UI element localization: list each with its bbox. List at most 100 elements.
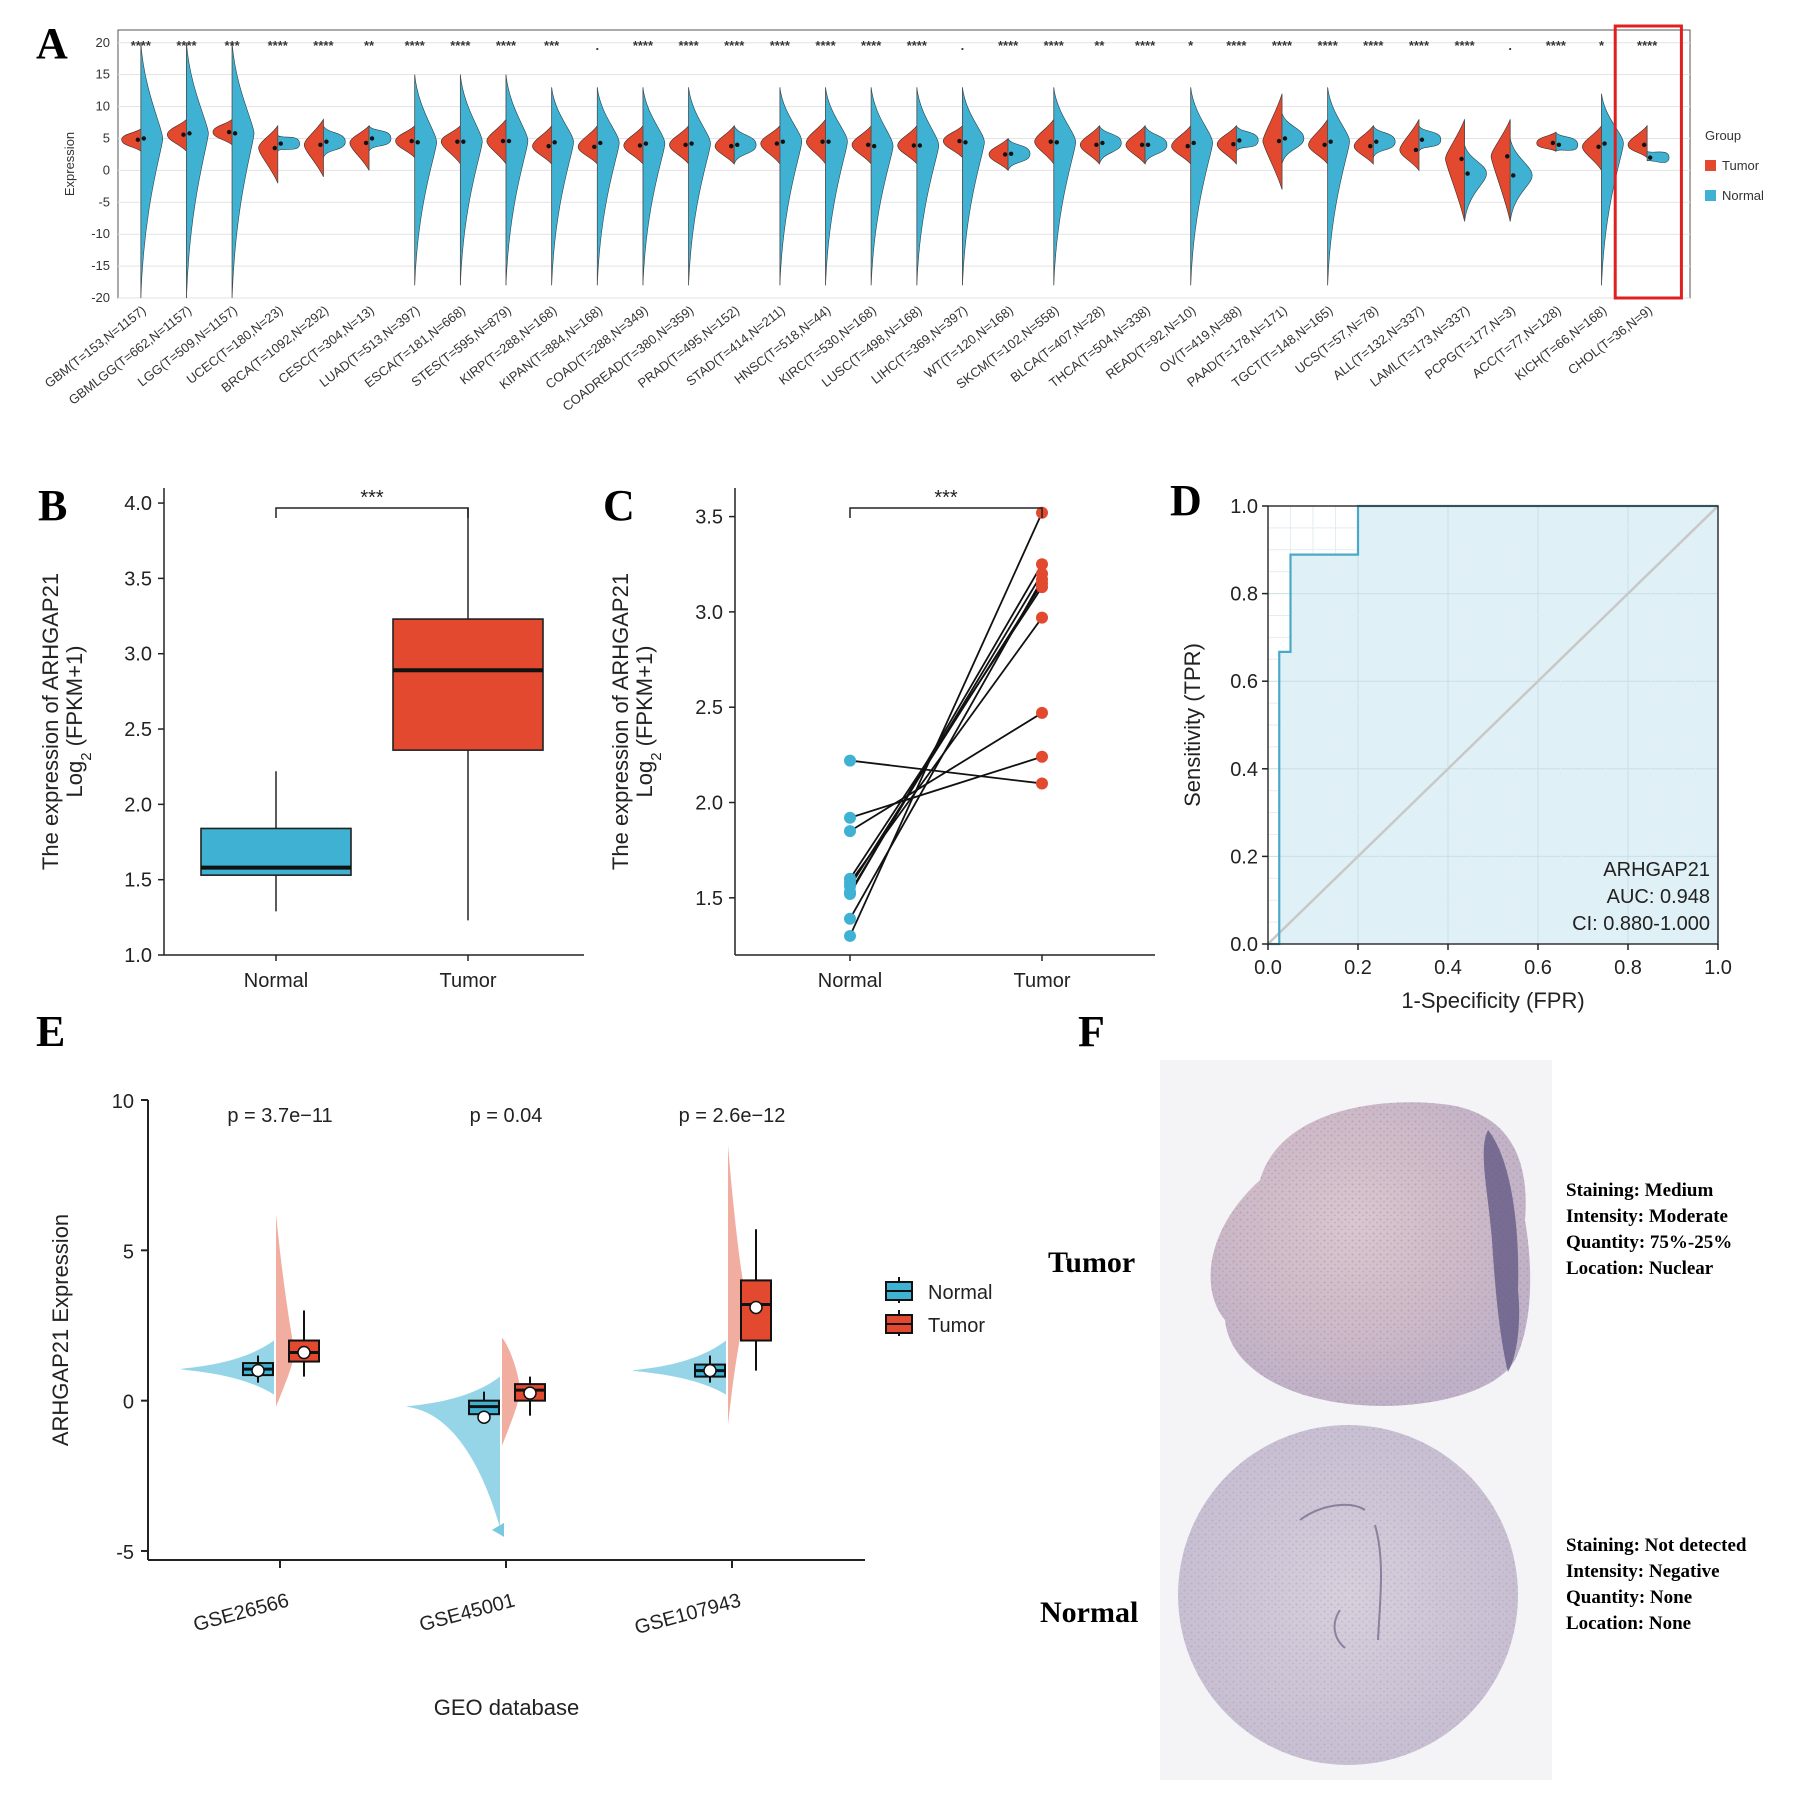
panel-a-normal-median [187,131,192,136]
panel-a-normal-median [780,139,786,144]
panel-a-normal-median [506,138,512,144]
panel-a-tumor-violin [121,128,142,152]
panel-a-normal-median [1237,138,1242,143]
panel-a-normal-violin [1327,87,1350,286]
panel-a-normal-median [1328,139,1333,144]
panel-b-ytick-label: 3.0 [124,644,152,666]
panel-a-significance: **** [678,38,699,53]
panel-c-normal-point [844,888,856,901]
panel-a-category-label: CHOL(T=36,N=9) [1565,303,1655,378]
panel-a-tumor-median [1185,143,1190,149]
panel-e-normal-mean [703,1363,717,1378]
panel-b-ytick-label: 1.5 [124,870,152,892]
panel-a-normal-violin [551,87,574,286]
panel-a-tumor-violin [532,124,552,165]
panel-a-normal-median [232,131,238,136]
tumor-info-location: Location: Nuclear [1566,1258,1714,1279]
panel-a-tumor-violin [806,118,826,166]
panel-a-significance: **** [1044,38,1065,53]
panel-a-significance: **** [1637,38,1658,53]
panel-d-annotation: CI: 0.880-1.000 [1572,913,1710,935]
panel-a-tumor-violin [623,124,644,165]
panel-d-ytick-label: 0.2 [1230,846,1258,868]
panel-b-box [392,618,544,751]
panel-a-tumor-violin [1308,118,1328,165]
panel-a-significance: **** [131,38,152,53]
panel-a-normal-median [735,142,740,148]
panel-c-ytick-label: 2.0 [695,793,723,815]
tumor-tissue-image [1210,1102,1531,1406]
panel-a-normal-violin [368,125,392,152]
panel-a-tumor-median [774,141,780,146]
panel-a-tumor-median [546,143,551,149]
panel-a-tumor-violin [166,118,187,153]
panel-a-normal-median [643,141,649,146]
panel-c-tumor-point [1036,581,1048,594]
panel-a-significance: **** [907,38,928,53]
panel-e-ytick-label: 5 [123,1241,134,1263]
roc-chart: 0.0 0.2 0.4 0.6 0.8 1.0 0.0 0.2 0.4 0.6 0.8 1.0 1-Sp… [1180,496,1732,1013]
normal-info-quantity: Quantity: None [1566,1587,1692,1608]
panel-a-tumor-violin [440,124,461,166]
panel-a-normal-median [689,141,694,146]
panel-letter-d: D [1170,476,1202,525]
pan-cancer-violin-chart: 20151050-5-10-15-20Expression****GBM(T=1… [42,24,1764,414]
panel-a-tumor-median [820,139,825,144]
panel-d-xlabel: 1-Specificity (FPR) [1401,988,1584,1013]
panel-a-normal-violin [1601,93,1624,286]
panel-a-tumor-median [683,142,688,148]
panel-a-tumor-violin [1399,119,1420,172]
panel-a-significance: **** [1135,38,1156,53]
panel-b-category-label: Tumor [439,970,496,992]
panel-b-ylabel-sub: 2 [78,752,95,760]
panel-c-ylabel-rest: (FPKM+1) [632,645,657,752]
panel-a-normal-median [826,139,831,144]
tumor-label: Tumor [1048,1246,1135,1279]
panel-c-normal-point [844,825,856,838]
panel-a-ytick-label: 15 [96,67,110,82]
panel-a-legend-normal-label: Normal [1722,188,1764,203]
panel-a-significance: **** [815,38,836,53]
normal-info-staining: Staining: Not detected [1566,1535,1747,1556]
panel-a-normal-violin [1464,144,1487,222]
panel-a-normal-violin [1099,125,1122,165]
panel-a-significance: **** [496,38,517,53]
panel-a-normal-violin [916,87,940,286]
panel-b-ytick-label: 4.0 [124,493,152,515]
tumor-info-staining: Staining: Medium [1566,1180,1713,1201]
panel-b-ylabel-log: Log [62,761,87,798]
panel-e-pvalue: p = 3.7e−11 [227,1105,332,1127]
panel-c-normal-point [844,929,856,942]
panel-a-tumor-violin [942,124,963,159]
panel-a-ytick-label: 10 [96,99,110,114]
panel-a-tumor-median [1094,142,1099,148]
panel-c-ytick-label: 2.5 [695,697,723,719]
panel-e-category-label: GSE107943 [632,1590,743,1639]
panel-a-normal-median [278,141,283,146]
panel-d-annotation: AUC: 0.948 [1607,886,1710,908]
panel-a-tumor-median [1139,142,1145,148]
tumor-info-intensity: Intensity: Moderate [1566,1206,1728,1227]
paired-chart: 1.5 2.0 2.5 3.0 3.5 Normal Tumor *** The express… [608,487,1155,992]
panel-a-tumor-median [1048,139,1053,144]
panel-e-ytick-label: 10 [112,1091,134,1113]
panel-a-normal-median [598,140,603,146]
panel-d-ytick-label: 1.0 [1230,496,1258,518]
panel-c-significance-label: *** [934,487,958,509]
panel-a-significance: **** [1363,38,1384,53]
panel-a-significance: **** [313,38,334,53]
panel-d-ytick-label: 0.6 [1230,671,1258,693]
panel-a-significance: **** [724,38,745,53]
panel-a-significance: **** [1318,38,1339,53]
panel-a-normal-median [1374,139,1379,144]
panel-a-normal-violin [460,74,483,286]
panel-a-normal-median [1556,142,1562,148]
panel-c-category-label: Tumor [1013,970,1070,992]
panel-b-significance-label: *** [360,487,384,509]
panel-a-tumor-median [911,143,917,148]
panel-a-ytick-label: 20 [96,35,110,50]
panel-a-tumor-violin [1262,93,1283,190]
normal-tissue-image [1178,1425,1518,1765]
panel-a-significance: **** [1226,38,1247,53]
panel-c-normal-point [844,811,856,824]
